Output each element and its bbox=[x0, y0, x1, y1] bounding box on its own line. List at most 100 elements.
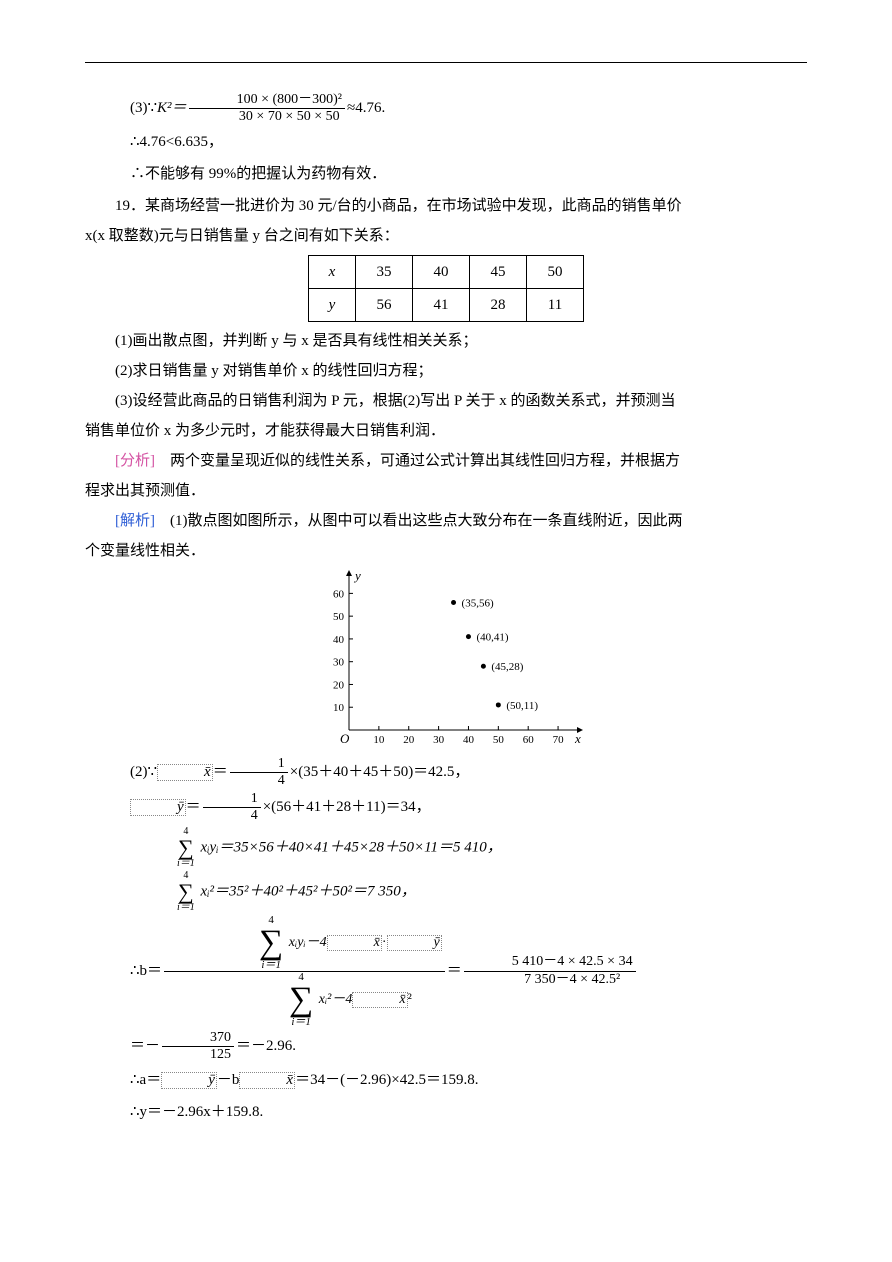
sumx2: xᵢ²＝35²＋40²＋45²＋50²＝7 350， bbox=[197, 883, 416, 899]
row-header-x: x bbox=[309, 256, 356, 289]
q19-stem2-prefix: x(x 取整数)元与日销售量 y 台之间有如下关系： bbox=[85, 228, 399, 244]
svg-text:30: 30 bbox=[433, 734, 445, 746]
analysis-label: [分析] bbox=[115, 453, 170, 469]
sigma-icon: 4 ∑ i＝1 bbox=[130, 871, 197, 913]
k2-den: 30 × 70 × 50 × 50 bbox=[189, 109, 345, 125]
b-num-inner: xᵢyᵢ－4 bbox=[285, 935, 326, 950]
svg-text:20: 20 bbox=[333, 680, 345, 692]
b-right-den: 7 350－4 × 42.5² bbox=[464, 972, 636, 988]
svg-text:30: 30 bbox=[333, 657, 345, 669]
den: 4 bbox=[203, 808, 261, 824]
sumxy: xᵢyᵢ＝35×56＋40×41＋45×28＋50×11＝5 410， bbox=[197, 839, 502, 855]
q19-sub1: (1)画出散点图，并判断 y 与 x 是否具有线性相关关系； bbox=[85, 326, 807, 356]
num: 1 bbox=[230, 756, 288, 773]
analysis-line2: 程求出其预测值． bbox=[85, 476, 807, 506]
svg-text:x: x bbox=[574, 731, 581, 746]
num: 1 bbox=[203, 791, 261, 808]
k2-num: 100 × (800－300)² bbox=[189, 92, 345, 109]
a-lead: ∴a＝ bbox=[130, 1072, 161, 1088]
b-lead: ∴b＝ bbox=[130, 963, 162, 979]
xbar-sym-4: x̄ bbox=[239, 1072, 295, 1089]
ybar-line: ȳ＝14×(56＋41＋28＋11)＝34， bbox=[85, 791, 807, 824]
y-c1: 56 bbox=[356, 289, 413, 322]
q19-stem1: 19．某商场经营一批进价为 30 元/台的小商品，在市场试验中发现，此商品的销售… bbox=[85, 191, 807, 221]
row-header-y: y bbox=[309, 289, 356, 322]
svg-text:(45,28): (45,28) bbox=[491, 661, 523, 673]
page: (3)∵K²＝ 100 × (800－300)² 30 × 70 × 50 × … bbox=[0, 0, 892, 1262]
svg-text:y: y bbox=[353, 570, 361, 583]
sigma-sym: ∑ bbox=[214, 926, 283, 960]
b-line: ∴b＝ 4∑i＝1 xᵢyᵢ－4x̄·ȳ 4∑i＝1 xᵢ²－4x̄² ＝ 5 … bbox=[85, 915, 807, 1028]
solution-line2: 个变量线性相关． bbox=[85, 536, 807, 566]
xbar-sym-3: x̄ bbox=[352, 992, 407, 1008]
svg-text:(35,56): (35,56) bbox=[462, 598, 494, 610]
b-bigfrac-num: 4∑i＝1 xᵢyᵢ－4x̄·ȳ bbox=[164, 915, 445, 972]
x-c1: 35 bbox=[356, 256, 413, 289]
svg-text:70: 70 bbox=[553, 734, 565, 746]
b-simplify-tail: ＝－2.96. bbox=[236, 1038, 296, 1054]
b-bigfrac: 4∑i＝1 xᵢyᵢ－4x̄·ȳ 4∑i＝1 xᵢ²－4x̄² bbox=[162, 915, 447, 1028]
svg-text:50: 50 bbox=[333, 611, 345, 623]
scatter-plot: 10 20 30 40 50 60 70 10 20 30 40 50 60 Ox y (35,56) (40,… bbox=[309, 570, 583, 752]
sigma-lower: i＝1 bbox=[214, 960, 283, 971]
b-den-inner: xᵢ²－4 bbox=[315, 992, 352, 1007]
b-simp-num: 370 bbox=[162, 1030, 234, 1047]
q19-sub3b: 销售单位价 x 为多少元时，才能获得最大日销售利润． bbox=[85, 416, 807, 446]
a-line: ∴a＝ȳ－bx̄＝34－(－2.96)×42.5＝159.8. bbox=[85, 1065, 807, 1095]
svg-text:10: 10 bbox=[333, 702, 345, 714]
analysis-text1: 两个变量呈现近似的线性关系，可通过公式计算出其线性回归方程，并根据方 bbox=[170, 453, 680, 469]
eq-sign-2: ＝ bbox=[186, 799, 201, 815]
sigma-lower: i＝1 bbox=[132, 859, 195, 869]
ybar-sym: ȳ bbox=[130, 799, 186, 816]
y-c2: 41 bbox=[413, 289, 470, 322]
solution-line1: [解析] (1)散点图如图所示，从图中可以看出这些点大致分布在一条直线附近，因此… bbox=[85, 506, 807, 536]
x-c4: 50 bbox=[527, 256, 584, 289]
xbar-expr: ×(35＋40＋45＋50)＝42.5， bbox=[290, 764, 470, 780]
b-simplify-lead: ＝－ bbox=[130, 1038, 160, 1054]
svg-text:O: O bbox=[340, 731, 350, 746]
y-c3: 28 bbox=[470, 289, 527, 322]
a-expr: ＝34－(－2.96)×42.5＝159.8. bbox=[295, 1072, 478, 1088]
q19-sub2: (2)求日销售量 y 对销售单价 x 的线性回归方程； bbox=[85, 356, 807, 386]
b-bigfrac-den: 4∑i＝1 xᵢ²－4x̄² bbox=[164, 972, 445, 1028]
svg-text:40: 40 bbox=[463, 734, 475, 746]
xy-table: x 35 40 45 50 y 56 41 28 11 bbox=[308, 255, 584, 322]
sigma-lower: i＝1 bbox=[132, 903, 195, 913]
k2-frac: 100 × (800－300)² 30 × 70 × 50 × 50 bbox=[187, 92, 347, 125]
table-row: x 35 40 45 50 bbox=[309, 256, 584, 289]
one-quarter-1: 14 bbox=[228, 756, 290, 789]
xbar-sym: x̄ bbox=[157, 764, 213, 781]
x-c3: 45 bbox=[470, 256, 527, 289]
svg-text:60: 60 bbox=[333, 589, 345, 601]
k2-compare: ∴4.76<6.635， bbox=[85, 127, 807, 157]
q19-stem2: x(x 取整数)元与日销售量 y 台之间有如下关系： bbox=[85, 221, 807, 251]
x-c2: 40 bbox=[413, 256, 470, 289]
svg-text:50: 50 bbox=[493, 734, 505, 746]
eq-sign-1: ＝ bbox=[213, 764, 228, 780]
svg-text:(40,41): (40,41) bbox=[476, 632, 508, 644]
sigma-icon: 4∑i＝1 bbox=[242, 972, 315, 1028]
table-row: y 56 41 28 11 bbox=[309, 289, 584, 322]
svg-text:10: 10 bbox=[373, 734, 385, 746]
xbar-lead: (2)∵ bbox=[130, 764, 157, 780]
one-quarter-2: 14 bbox=[201, 791, 263, 824]
ybar-expr: ×(56＋41＋28＋11)＝34， bbox=[263, 799, 431, 815]
xbar-sym-2: x̄ bbox=[327, 935, 382, 951]
sumx2-line: 4 ∑ i＝1 xᵢ²＝35²＋40²＋45²＋50²＝7 350， bbox=[85, 871, 807, 913]
ybar-sym-2: ȳ bbox=[387, 935, 442, 951]
sigma-lower: i＝1 bbox=[244, 1017, 313, 1028]
sigma-icon: 4 ∑ i＝1 bbox=[130, 827, 197, 869]
svg-text:(50,11): (50,11) bbox=[506, 700, 538, 712]
y-line: ∴y＝－2.96x＋159.8. bbox=[85, 1097, 807, 1127]
header-rule bbox=[85, 62, 807, 63]
svg-text:60: 60 bbox=[523, 734, 535, 746]
solution-label: [解析] bbox=[115, 513, 170, 529]
k2-approx: ≈4.76. bbox=[347, 100, 385, 116]
sigma-sym: ∑ bbox=[132, 837, 195, 859]
svg-text:20: 20 bbox=[403, 734, 415, 746]
k2-lhs: K²＝ bbox=[157, 100, 187, 116]
sigma-icon: 4∑i＝1 bbox=[212, 915, 285, 971]
svg-text:40: 40 bbox=[333, 634, 345, 646]
solution-text1: (1)散点图如图所示，从图中可以看出这些点大致分布在一条直线附近，因此两 bbox=[170, 513, 683, 529]
q19-sub3a: (3)设经营此商品的日销售利润为 P 元，根据(2)写出 P 关于 x 的函数关… bbox=[85, 386, 807, 416]
